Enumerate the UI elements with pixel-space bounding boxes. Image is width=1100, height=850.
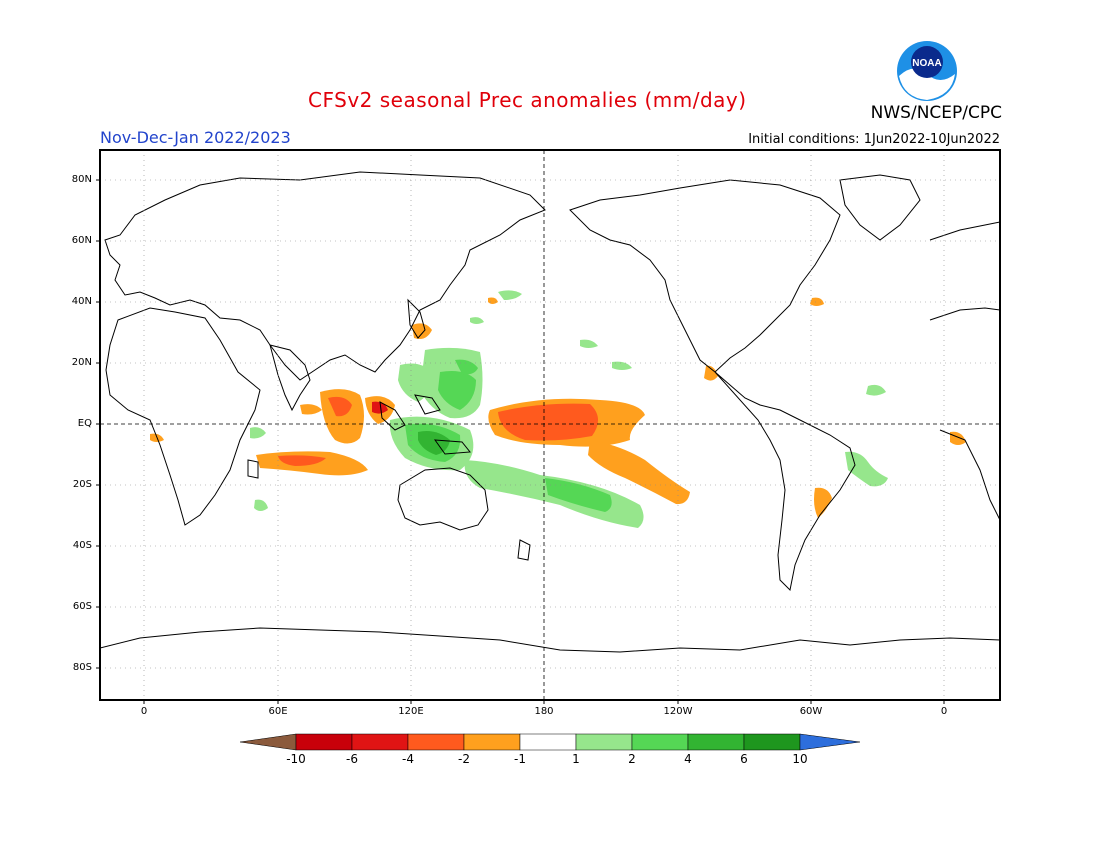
lat-tick-label: 80S bbox=[72, 662, 92, 673]
wet-anomalies bbox=[250, 290, 888, 528]
agency-label: NWS/NCEP/CPC bbox=[870, 103, 1002, 123]
tick-marks bbox=[96, 179, 945, 704]
lon-tick-label: 60W bbox=[799, 706, 823, 717]
lat-tick-label: 60S bbox=[72, 601, 92, 612]
lat-tick-label: 20S bbox=[72, 479, 92, 490]
colorbar-label: 6 bbox=[740, 752, 748, 766]
colorbar-label: -4 bbox=[402, 752, 414, 766]
initial-conditions-label: Initial conditions: 1Jun2022-10Jun2022 bbox=[748, 132, 1000, 147]
lat-tick-label: 80N bbox=[71, 174, 92, 185]
colorbar-label: 10 bbox=[792, 752, 808, 766]
colorbar-label: 2 bbox=[628, 752, 636, 766]
colorbar-label: 4 bbox=[684, 752, 692, 766]
colorbar-label: 1 bbox=[572, 752, 580, 766]
colorbar-label: -6 bbox=[346, 752, 358, 766]
lon-tick-label: 0 bbox=[140, 706, 148, 717]
noaa-logo: NOAA bbox=[897, 41, 957, 101]
graticule bbox=[100, 150, 1000, 700]
lon-tick-label: 120W bbox=[663, 706, 693, 717]
lon-tick-label: 60E bbox=[268, 706, 288, 717]
lon-tick-label: 0 bbox=[940, 706, 948, 717]
lat-tick-label: 60N bbox=[71, 235, 92, 246]
lat-tick-label: 20N bbox=[71, 357, 92, 368]
reference-lines bbox=[100, 150, 1000, 700]
lon-tick-label: 120E bbox=[398, 706, 424, 717]
colorbar bbox=[239, 733, 861, 751]
lon-tick-label: 180 bbox=[534, 706, 554, 717]
lat-tick-label: EQ bbox=[77, 418, 92, 429]
colorbar-label: -1 bbox=[514, 752, 526, 766]
dry-anomalies bbox=[150, 297, 966, 518]
lat-tick-label: 40S bbox=[72, 540, 92, 551]
lat-tick-label: 40N bbox=[71, 296, 92, 307]
colorbar-label: -10 bbox=[286, 752, 306, 766]
colorbar-label: -2 bbox=[458, 752, 470, 766]
logo-text: NOAA bbox=[912, 58, 941, 69]
coastlines bbox=[100, 171, 1000, 653]
map-frame bbox=[99, 149, 1001, 701]
season-label: Nov-Dec-Jan 2022/2023 bbox=[100, 128, 291, 147]
map-title: CFSv2 seasonal Prec anomalies (mm/day) bbox=[308, 88, 747, 112]
